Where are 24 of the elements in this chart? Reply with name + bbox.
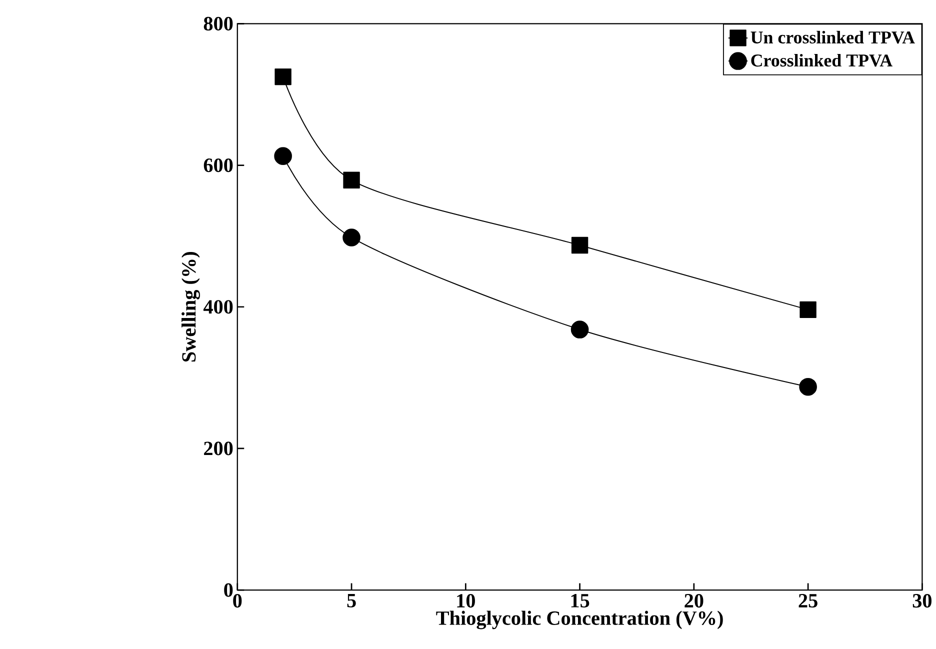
y-axis-title: Swelling (%): [182, 252, 200, 362]
point: [800, 301, 816, 318]
x-tick-label: 15: [571, 594, 590, 608]
x-axis-title: Thioglycolic Concentration (V%): [436, 610, 723, 629]
legend-label: Un crosslinked TPVA: [750, 30, 915, 44]
point: [274, 68, 292, 85]
point: [799, 378, 817, 396]
legend-label: Crosslinked TPVA: [751, 54, 892, 66]
point: [570, 320, 589, 338]
point: [571, 236, 588, 254]
x-tick-label: 0: [233, 594, 242, 608]
y-tick-label: 0: [224, 582, 233, 597]
y-tick-label: 200: [204, 441, 233, 456]
point: [342, 228, 360, 246]
point: [274, 146, 292, 165]
y-tick-label: 800: [204, 16, 233, 30]
y-tick-label: 400: [203, 300, 233, 314]
x-tick-label: 20: [684, 594, 704, 608]
y-tick-label: 600: [204, 158, 233, 172]
x-tick-label: 10: [457, 594, 475, 608]
x-tick-label: 30: [912, 594, 932, 608]
x-tick-label: 5: [347, 594, 356, 608]
point: [343, 172, 360, 188]
x-tick-label: 25: [798, 594, 818, 608]
